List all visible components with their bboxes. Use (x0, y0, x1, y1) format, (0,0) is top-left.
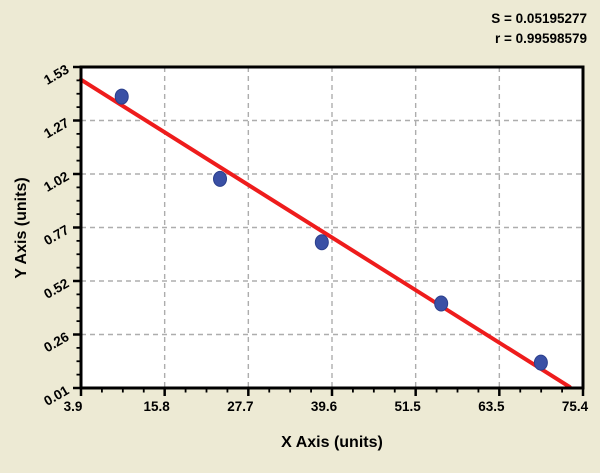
x-tick-label: 27.7 (227, 399, 253, 414)
x-tick-label: 63.5 (478, 399, 505, 414)
x-tick-label: 75.4 (562, 399, 589, 414)
data-point (533, 354, 548, 371)
y-tick-label: 0.77 (41, 222, 71, 248)
x-tick-label: 39.6 (311, 399, 338, 414)
regression-line (79, 77, 572, 389)
x-tick-label: 51.5 (395, 399, 422, 414)
y-tick-label: 1.27 (41, 115, 71, 141)
fit-r-value: r = 0.99598579 (495, 31, 587, 46)
x-tick-label: 3.9 (64, 399, 83, 414)
y-tick-label: 1.53 (41, 61, 72, 87)
y-tick-label: 0.26 (41, 329, 72, 355)
data-point (213, 170, 228, 187)
x-tick-label: 15.8 (144, 399, 171, 414)
data-point (314, 234, 329, 251)
fit-s-value: S = 0.05195277 (491, 11, 587, 26)
y-axis-title: Y Axis (units) (13, 177, 30, 279)
y-tick-label: 1.02 (41, 169, 71, 195)
x-axis-title: X Axis (units) (281, 434, 383, 451)
y-tick-label: 0.52 (41, 276, 71, 302)
data-point (114, 88, 129, 105)
data-point (434, 295, 449, 312)
fit-statistics: S = 0.05195277 r = 0.99598579 (491, 9, 587, 49)
